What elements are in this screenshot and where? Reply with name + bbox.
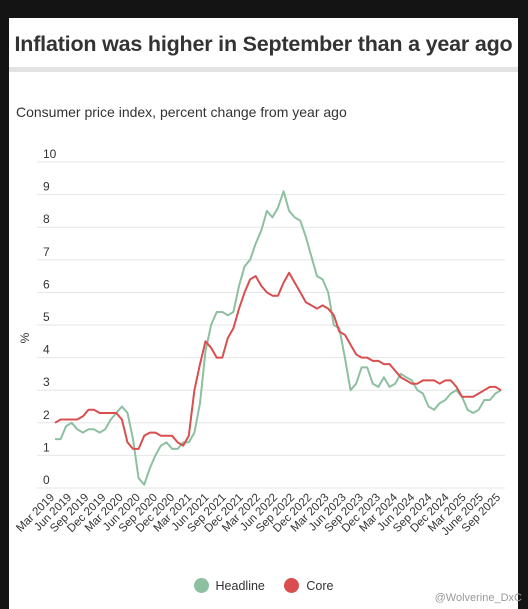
legend-label-core: Core bbox=[306, 578, 334, 593]
y-tick-label: 9 bbox=[43, 180, 50, 194]
y-tick-label: 10 bbox=[43, 147, 57, 161]
series-lines bbox=[54, 190, 502, 486]
chart-title: Inflation was higher in September than a… bbox=[14, 32, 513, 56]
y-axis-ticks: 0 1 2 3 4 5 6 7 8 9 10 bbox=[43, 147, 57, 487]
y-tick-label: 2 bbox=[43, 408, 50, 422]
y-axis-label: % bbox=[18, 332, 32, 343]
legend-swatch-core bbox=[284, 578, 300, 593]
y-tick-label: 6 bbox=[43, 277, 50, 291]
legend-swatch-headline bbox=[193, 578, 209, 593]
y-tick-label: 0 bbox=[43, 473, 50, 487]
y-tick-label: 8 bbox=[43, 212, 50, 226]
y-tick-label: 5 bbox=[43, 310, 50, 324]
chart-subtitle: Consumer price index, percent change fro… bbox=[16, 104, 347, 120]
series-line-headline bbox=[55, 190, 502, 486]
y-tick-label: 1 bbox=[43, 440, 50, 454]
legend-label-headline: Headline bbox=[215, 578, 265, 593]
chart-card: Inflation was higher in September than a… bbox=[9, 18, 518, 609]
watermark: @Wolverine_DxC bbox=[434, 592, 522, 604]
gridlines bbox=[37, 161, 505, 489]
legend: Headline Core bbox=[9, 578, 518, 596]
y-tick-label: 7 bbox=[43, 245, 50, 259]
legend-item-headline[interactable]: Headline bbox=[193, 578, 265, 593]
legend-item-core[interactable]: Core bbox=[284, 578, 333, 593]
series-line-core bbox=[54, 271, 502, 450]
title-divider bbox=[9, 67, 518, 72]
y-tick-label: 3 bbox=[43, 375, 50, 389]
y-tick-label: 4 bbox=[43, 343, 50, 357]
